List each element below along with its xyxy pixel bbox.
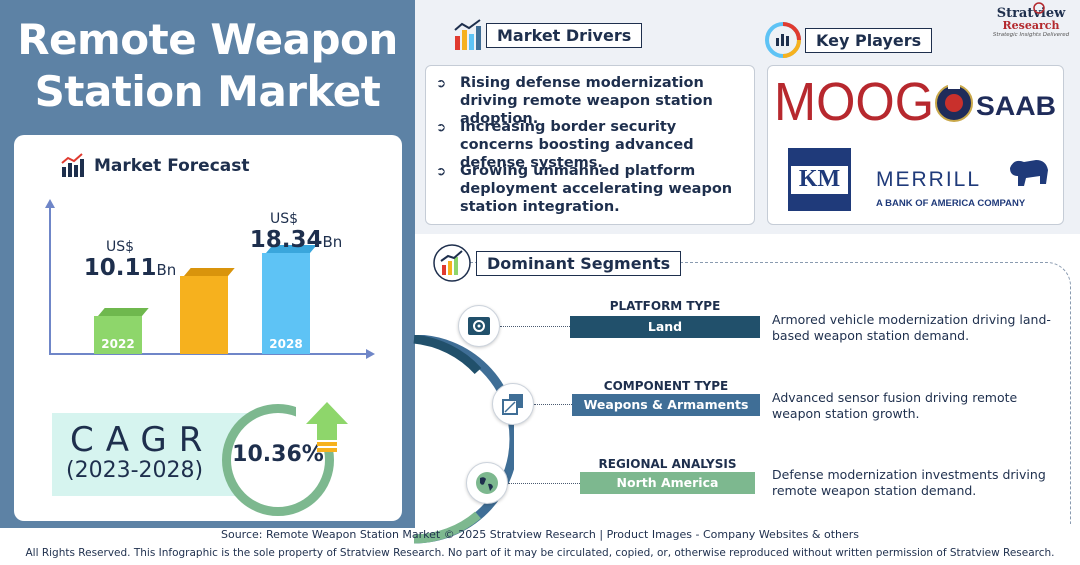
saab-emblem-icon <box>935 83 973 122</box>
segments-arc <box>413 335 514 544</box>
x-axis <box>49 353 369 355</box>
growth-arrow-icon <box>306 402 348 452</box>
players-header: Key Players <box>765 22 933 58</box>
segments-header-label: Dominant Segments <box>476 250 682 276</box>
bar-front <box>262 253 310 354</box>
segments-header: Dominant Segments <box>432 243 682 283</box>
platform-type-circle <box>458 305 500 347</box>
segment-value-weapons: Weapons & Armaments <box>572 394 760 416</box>
bull-icon <box>1010 160 1048 186</box>
currency-label: US$ <box>106 239 135 255</box>
segment-value-land: Land <box>570 316 760 338</box>
drivers-header: Market Drivers <box>452 18 643 52</box>
cagr-period: (2023-2028) <box>66 458 204 483</box>
connector-line <box>534 404 572 405</box>
arrow-bullet-icon: ➲ <box>436 164 447 178</box>
merrill-logo: MERRILL A BANK OF AMERICA COMPANY <box>876 158 1062 216</box>
bar-middle <box>180 268 235 354</box>
bar-front <box>180 276 228 354</box>
value-number: 18.34 <box>249 227 323 253</box>
segment-title-component: COMPONENT TYPE <box>603 379 729 393</box>
segment-desc-regional: Defense modernization investments drivin… <box>772 467 1046 498</box>
x-axis-arrow <box>366 349 375 359</box>
title-line-1: Remote Weapon <box>17 15 398 64</box>
km-logo-text: KM <box>798 166 841 192</box>
bar-2022: 2022 <box>94 308 149 354</box>
brand-logo: Stratview Research Strategic Insights De… <box>988 2 1074 38</box>
moog-logo: MOOG <box>774 76 934 126</box>
value-label-2028: US$ 18.34Bn <box>246 211 346 253</box>
bar-top <box>184 268 235 276</box>
y-axis <box>49 207 51 355</box>
cagr-label: CAGR <box>70 420 215 460</box>
brand-name: Stratview <box>996 6 1066 21</box>
arrow-bullet-icon: ➲ <box>436 76 447 90</box>
driver-text: Growing unmanned platform deployment acc… <box>460 163 733 215</box>
value-unit: Bn <box>156 261 177 279</box>
bar-front <box>94 316 142 354</box>
cagr-ring <box>222 404 334 516</box>
driver-text: Rising defense modernization driving rem… <box>460 75 713 127</box>
value-label-2022: US$ 10.11Bn <box>80 239 180 281</box>
value-unit: Bn <box>322 233 343 251</box>
players-header-label: Key Players <box>805 27 933 53</box>
svg-text:SAAB: SAAB <box>976 91 1056 121</box>
merrill-logo-subtext: A BANK OF AMERICA COMPANY <box>876 198 1026 209</box>
page-title: Remote Weapon Station Market <box>0 14 415 118</box>
driver-item: ➲ Rising defense modernization driving r… <box>436 74 748 128</box>
drivers-header-label: Market Drivers <box>486 22 643 48</box>
forecast-header-label: Market Forecast <box>94 156 250 176</box>
bar-year-label: 2028 <box>269 337 303 351</box>
platform-gear-icon <box>468 317 490 335</box>
footer-source: Source: Remote Weapon Station Market © 2… <box>220 528 860 541</box>
saab-logo: SAAB <box>976 91 1056 121</box>
currency-label: US$ <box>270 211 299 227</box>
component-type-circle <box>492 383 534 425</box>
bar-year-label: 2022 <box>101 337 135 351</box>
svg-text:MOOG: MOOG <box>774 76 934 126</box>
y-axis-arrow <box>45 199 55 208</box>
segments-border <box>465 262 1071 524</box>
globe-icon <box>476 472 498 494</box>
segment-desc-platform: Armored vehicle modernization driving la… <box>772 312 1051 343</box>
segment-value-north-america: North America <box>580 472 755 494</box>
brand-sub: Research <box>1002 19 1060 32</box>
bar-chart-icon <box>61 153 84 177</box>
value-number: 10.11 <box>83 255 157 281</box>
footer-rights: All Rights Reserved. This Infographic is… <box>25 547 1055 559</box>
regional-analysis-circle <box>466 462 508 504</box>
segment-desc-component: Advanced sensor fusion driving remote we… <box>772 390 1018 421</box>
title-line-2: Station Market <box>34 67 381 116</box>
players-box: MOOG SAAB KM MERRILL A BANK OF AMERICA C… <box>767 65 1064 225</box>
component-layers-icon <box>502 394 523 415</box>
growth-chart-icon <box>433 244 471 282</box>
segment-title-regional: REGIONAL ANALYSIS <box>598 457 737 471</box>
forecast-header: Market Forecast <box>60 153 250 179</box>
brand-tagline: Strategic Insights Delivered <box>992 32 1070 38</box>
segment-title-platform: PLATFORM TYPE <box>609 299 721 313</box>
km-logo: KM <box>788 148 851 211</box>
pie-chart-icon <box>765 22 801 58</box>
connector-line <box>508 483 580 484</box>
bar-2028: 2028 <box>262 245 317 354</box>
driver-item: ➲ Growing unmanned platform deployment a… <box>436 162 748 216</box>
magnifier-logo-icon <box>1033 2 1045 14</box>
arrow-bullet-icon: ➲ <box>436 120 447 134</box>
bar-chart-icon <box>454 19 481 50</box>
connector-line <box>500 326 570 327</box>
bar-top <box>98 308 149 316</box>
driver-text: Increasing border security concerns boos… <box>460 119 694 171</box>
merrill-logo-text: MERRILL <box>876 168 982 191</box>
drivers-box: ➲ Rising defense modernization driving r… <box>425 65 755 225</box>
driver-item: ➲ Increasing border security concerns bo… <box>436 118 748 172</box>
cagr-value: 10.36% <box>232 442 324 467</box>
